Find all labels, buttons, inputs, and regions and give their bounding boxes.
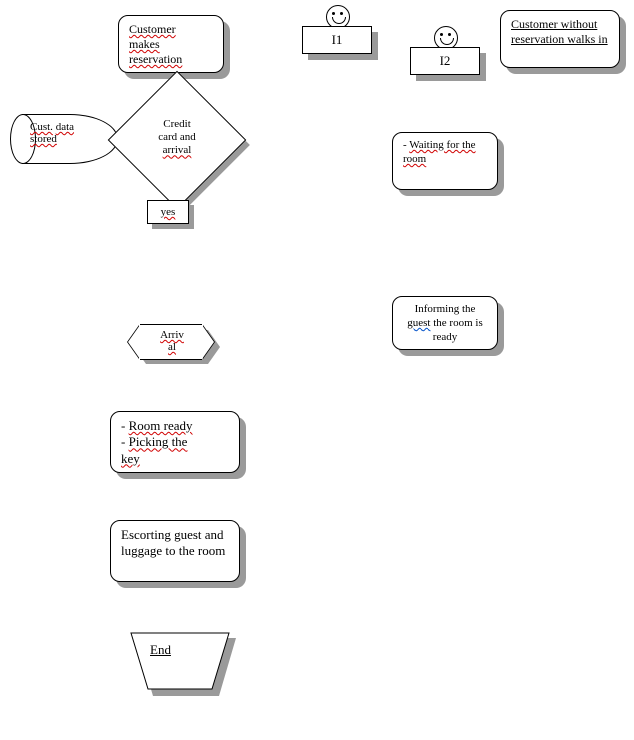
datastore-node: Cust. data stored — [22, 114, 118, 164]
walkin-node: Customer without reservation walks in — [500, 10, 620, 68]
actor2-label: I2 — [440, 53, 451, 69]
text: al — [168, 341, 176, 353]
text: Credit — [163, 118, 191, 130]
text: key — [121, 451, 140, 466]
text: data — [56, 121, 74, 133]
text: Room ready — [129, 418, 193, 433]
text: Informing the — [415, 303, 476, 315]
text: Picking the — [129, 434, 188, 449]
arrival-text: Arriv al — [152, 329, 192, 353]
escort-node: Escorting guest and luggage to the room — [110, 520, 240, 582]
actor1-label: I1 — [332, 32, 343, 48]
informing-node: Informing the guest the room is ready — [392, 296, 498, 350]
actor1-box: I1 — [302, 26, 372, 54]
end-trapezoid — [130, 632, 236, 694]
text: arrival — [163, 144, 192, 156]
text: Cust. — [30, 121, 53, 133]
escort-text: Escorting guest and luggage to the room — [121, 527, 225, 558]
yes-label: yes — [161, 206, 176, 218]
end-label: End — [150, 642, 171, 658]
text: makes — [129, 37, 160, 51]
text: the room is ready — [430, 317, 482, 343]
text: room — [403, 153, 426, 165]
text: guest — [407, 317, 430, 329]
decision-text: Credit card and arrival — [147, 118, 207, 158]
text: reservation — [129, 52, 182, 66]
reservation-node: Customer makes reservation — [118, 15, 224, 73]
text: Waiting for the — [409, 139, 475, 151]
text: card and — [158, 131, 196, 143]
roomready-node: - Room ready - Picking the key — [110, 411, 240, 473]
text: Arriv — [160, 329, 184, 341]
text: - — [121, 418, 129, 433]
text: - — [121, 434, 129, 449]
walkin-text: Customer without reservation walks in — [511, 17, 608, 46]
text: End — [150, 642, 171, 657]
yes-node: yes — [147, 200, 189, 224]
text: Customer — [129, 22, 176, 36]
text: stored — [30, 133, 57, 145]
waiting-node: - Waiting for the room — [392, 132, 498, 190]
actor2-box: I2 — [410, 47, 480, 75]
